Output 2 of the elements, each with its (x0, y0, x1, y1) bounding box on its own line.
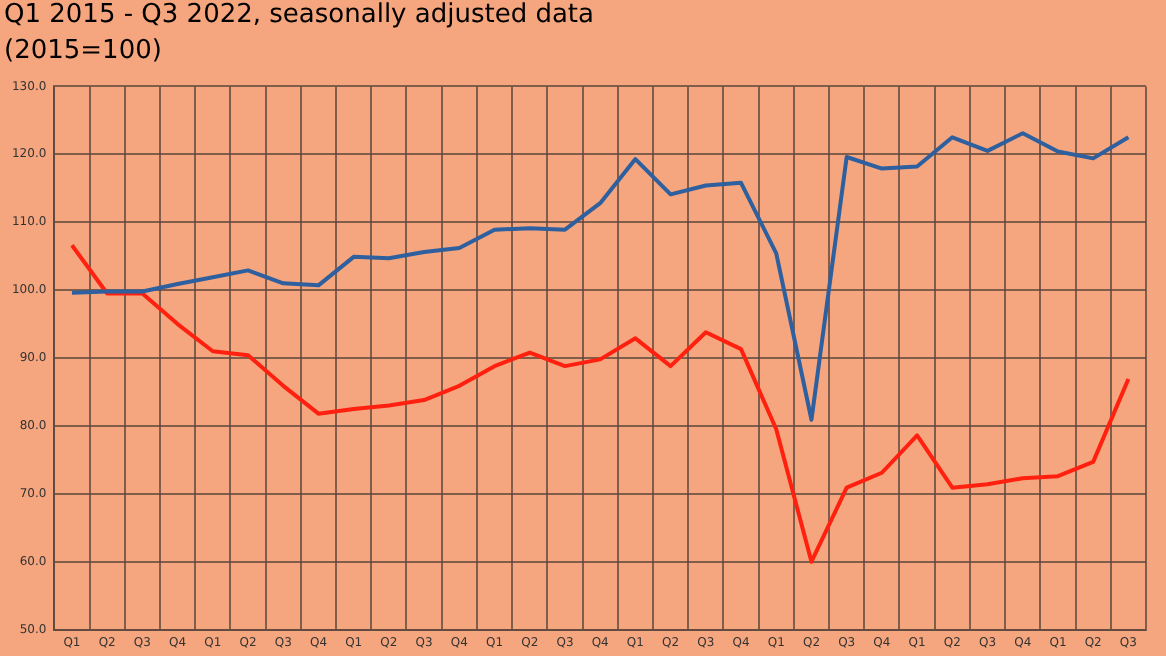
chart-title: Q1 2015 - Q3 2022, seasonally adjusted data (4, 0, 594, 31)
chart-subtitle: (2015=100) (4, 35, 162, 66)
